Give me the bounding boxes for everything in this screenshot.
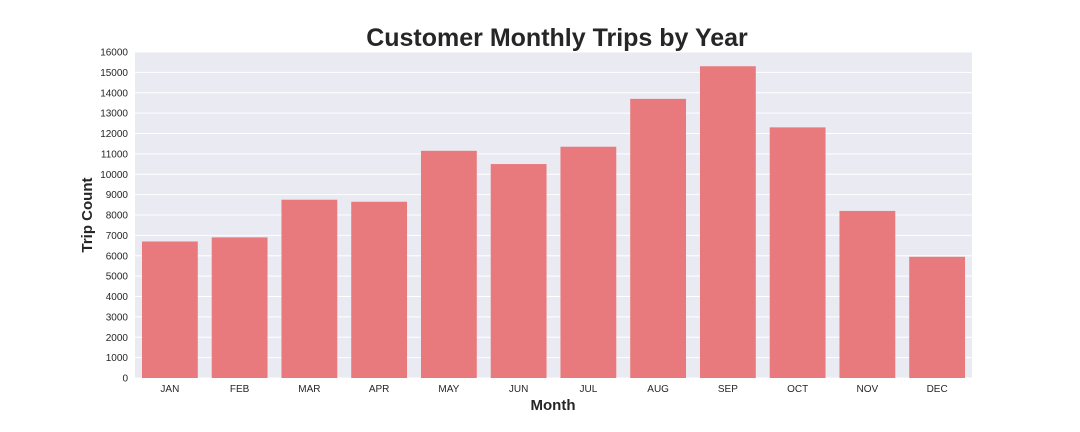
bar-dec [909, 256, 966, 378]
y-tick-label: 1000 [106, 353, 129, 364]
x-tick-label: SEP [718, 384, 738, 395]
gridlines [135, 51, 972, 379]
x-tick-label: AUG [647, 384, 669, 395]
y-tick-label: 11000 [101, 149, 129, 160]
y-tick-label: 12000 [100, 129, 128, 140]
y-tick-label: 2000 [106, 333, 129, 344]
x-tick-label: APR [369, 384, 390, 395]
y-axis-ticks: 0 1000 2000 3000 4000 5000 6000 7000 8000 9000 100… [100, 48, 128, 385]
x-axis-ticks: JAN FEB MAR APR MAY JUN JUL AUG SEP OCT NOV DEC [160, 384, 947, 395]
bar-mar [281, 199, 338, 378]
y-tick-label: 10000 [100, 170, 128, 181]
bar-jan [141, 241, 198, 378]
chart-title: Customer Monthly Trips by Year [366, 24, 748, 52]
y-tick-label: 0 [122, 374, 128, 385]
x-tick-label: FEB [230, 384, 250, 395]
y-tick-label: 14000 [100, 88, 128, 99]
bar-jun [490, 164, 547, 378]
y-tick-label: 15000 [100, 68, 128, 79]
y-tick-label: 4000 [106, 292, 129, 303]
bars [141, 66, 966, 379]
y-tick-label: 6000 [106, 251, 129, 262]
bar-sep [699, 66, 756, 378]
bar-jul [560, 146, 617, 378]
x-tick-label: OCT [787, 384, 808, 395]
x-tick-label: MAR [298, 384, 320, 395]
bar-may [420, 150, 477, 378]
x-axis-label: Month [531, 397, 576, 414]
bar-oct [769, 127, 826, 378]
bar-feb [211, 237, 268, 378]
x-tick-label: JUN [509, 384, 528, 395]
bar-apr [351, 201, 408, 378]
y-tick-label: 5000 [106, 272, 129, 283]
x-tick-label: DEC [927, 384, 948, 395]
x-tick-label: JUL [579, 384, 597, 395]
y-axis-label: Trip Count [79, 178, 96, 253]
x-tick-label: MAY [438, 384, 459, 395]
y-tick-label: 16000 [100, 48, 128, 59]
x-tick-label: NOV [857, 384, 879, 395]
y-tick-label: 7000 [106, 231, 129, 242]
y-tick-label: 9000 [106, 190, 129, 201]
y-tick-label: 13000 [100, 109, 128, 120]
bar-nov [839, 210, 896, 378]
y-tick-label: 3000 [106, 312, 129, 323]
x-tick-label: JAN [160, 384, 179, 395]
bar-aug [630, 98, 687, 379]
y-tick-label: 8000 [106, 211, 129, 222]
